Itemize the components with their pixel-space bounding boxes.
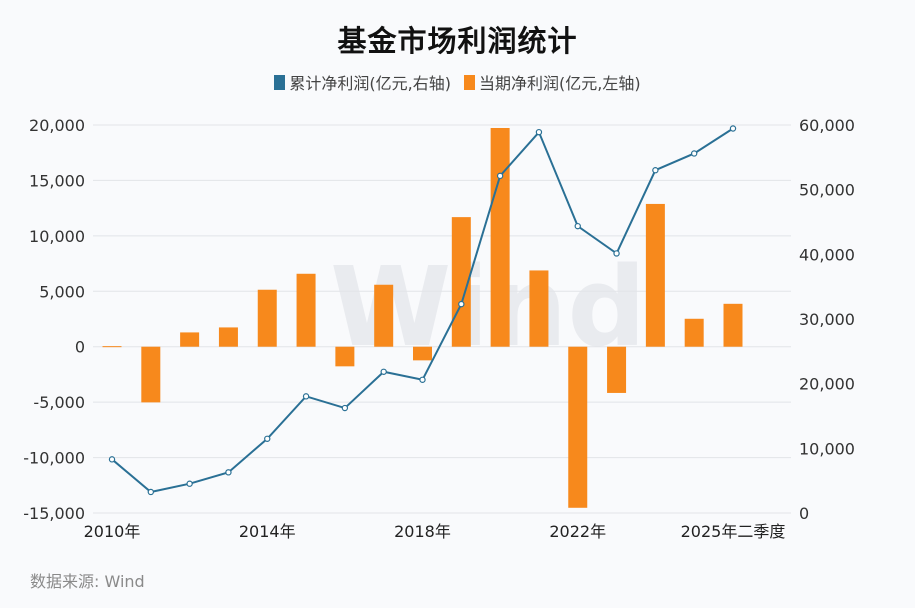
bar (413, 346, 432, 361)
line-point (380, 368, 387, 375)
bar (141, 346, 161, 403)
bar-series (102, 127, 743, 508)
line-point (108, 456, 116, 463)
line-point (186, 480, 193, 487)
bar (684, 318, 704, 347)
right-axis-tick: 30,000 (799, 310, 855, 329)
bar (723, 303, 743, 347)
left-axis-tick: -10,000 (23, 449, 85, 468)
x-axis-tick: 2010年 (84, 522, 141, 541)
bar (645, 203, 665, 347)
bar (374, 284, 394, 347)
legend-label-cumulative: 累计净利润(亿元,右轴) (289, 74, 451, 93)
bar (568, 346, 588, 508)
data-source: 数据来源: Wind (30, 572, 145, 591)
left-axis-tick: 0 (75, 338, 85, 357)
line-point (496, 172, 504, 180)
x-axis: 2010年 2014年 2018年 2022年 2025年二季度 (84, 522, 786, 541)
x-axis-tick: 2022年 (549, 522, 606, 541)
left-axis-tick: 15,000 (29, 171, 85, 190)
bar (296, 273, 316, 347)
right-axis-tick: 40,000 (799, 245, 855, 264)
line-point (535, 128, 543, 136)
right-axis-tick: 10,000 (799, 439, 855, 458)
line-point (147, 488, 155, 496)
legend-swatch-cumulative (274, 74, 286, 90)
gridlines (93, 124, 791, 514)
line-point (574, 222, 581, 230)
bar (335, 346, 355, 367)
legend-item-period: 当期净利润(亿元,左轴) (464, 70, 641, 94)
bar (490, 127, 510, 347)
bar (180, 332, 200, 347)
left-axis-tick: -15,000 (23, 504, 85, 523)
bar (218, 327, 238, 347)
left-axis-tick: -5,000 (33, 393, 85, 412)
line-point (302, 393, 310, 400)
x-axis-tick: 2014年 (239, 522, 296, 541)
line-point (341, 404, 349, 412)
legend-item-cumulative: 累计净利润(亿元,右轴) (274, 70, 451, 94)
legend: 累计净利润(亿元,右轴) 当期净利润(亿元,左轴) (0, 70, 915, 94)
bar (529, 270, 549, 347)
line-point (458, 300, 465, 308)
line-point (690, 150, 698, 157)
line-point (613, 250, 620, 257)
left-axis-tick: 20,000 (29, 116, 85, 135)
right-axis-tick: 50,000 (799, 181, 855, 200)
line-point (729, 125, 737, 132)
legend-label-period: 当期净利润(亿元,左轴) (479, 74, 641, 93)
right-axis: 60,000 50,000 40,000 30,000 20,000 10,000 0 (799, 116, 855, 523)
right-axis-tick: 0 (799, 504, 809, 523)
right-axis-tick: 60,000 (799, 116, 855, 135)
left-axis-tick: 5,000 (39, 282, 85, 301)
x-axis-tick: 2018年 (394, 522, 451, 541)
left-axis: 20,000 15,000 10,000 5,000 0 -5,000 -10,000 -15… (23, 116, 85, 523)
left-axis-tick: 10,000 (29, 227, 85, 246)
line-point (225, 469, 232, 476)
line-point (419, 376, 426, 383)
line-point (264, 435, 271, 442)
x-axis-tick: 2025年二季度 (681, 522, 786, 541)
bar (257, 289, 277, 347)
line-point (652, 167, 659, 174)
legend-swatch-period (464, 74, 476, 90)
bar (102, 346, 122, 348)
bar (607, 346, 627, 393)
right-axis-tick: 20,000 (799, 375, 855, 394)
line-series (108, 125, 737, 496)
chart-title: 基金市场利润统计 (337, 24, 578, 58)
